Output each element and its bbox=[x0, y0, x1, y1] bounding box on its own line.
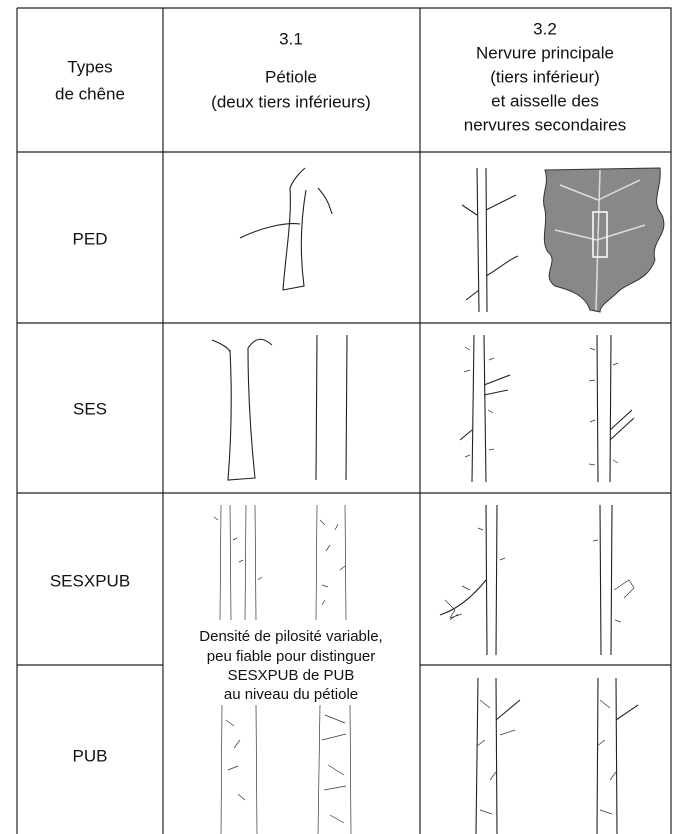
drawing-ses-vein bbox=[459, 334, 635, 483]
header-number: 3.2 bbox=[533, 19, 557, 38]
drawing-ped-vein bbox=[461, 167, 519, 313]
drawing-sesxpub-petiole bbox=[213, 504, 347, 621]
header-text: Pétiole bbox=[265, 67, 317, 86]
drawing-pub-vein bbox=[475, 677, 639, 834]
drawing-sesxpub-vein bbox=[439, 504, 635, 656]
header-text: Types bbox=[67, 57, 112, 76]
header-text: et aisselle des bbox=[491, 91, 599, 110]
header-text: (tiers inférieur) bbox=[490, 67, 600, 86]
note: SESXPUB de PUB bbox=[228, 667, 355, 684]
drawing-ped-leaf bbox=[543, 167, 665, 313]
row-label: PED bbox=[73, 229, 108, 248]
row-label: PUB bbox=[73, 746, 108, 765]
drawing-ses-petiole bbox=[211, 334, 348, 481]
note: Densité de pilosité variable, bbox=[199, 628, 382, 645]
note: au niveau du pétiole bbox=[224, 686, 358, 703]
header-text: de chêne bbox=[55, 84, 125, 103]
header-text: Nervure principale bbox=[476, 43, 614, 62]
note: peu fiable pour distinguer bbox=[207, 648, 375, 665]
table-grid bbox=[16, 7, 672, 834]
header-text: (deux tiers inférieurs) bbox=[211, 92, 371, 111]
header-number: 3.1 bbox=[279, 29, 303, 48]
drawing-pub-petiole bbox=[220, 704, 352, 834]
row-label: SESXPUB bbox=[50, 571, 130, 590]
header-text: nervures secondaires bbox=[464, 115, 627, 134]
row-label: SES bbox=[73, 399, 107, 418]
drawing-ped-petiole bbox=[239, 167, 333, 291]
note-background bbox=[166, 627, 417, 705]
